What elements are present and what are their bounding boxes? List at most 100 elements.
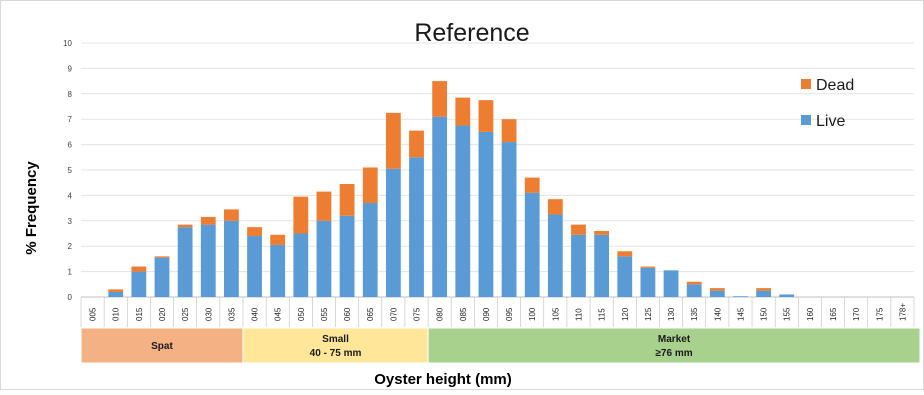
x-tick-label: 105 [551, 307, 560, 321]
bar-dead-070 [385, 112, 401, 169]
chart-title: Reference [414, 19, 529, 47]
x-tick-label: 140 [713, 307, 722, 321]
bar-dead-035 [223, 209, 239, 221]
bar-live-010 [108, 291, 124, 297]
legend: Dead Live [801, 77, 854, 130]
x-axis-label: Oyster height (mm) [374, 371, 512, 388]
x-tick-label: 130 [667, 307, 676, 321]
x-tick-label: 175 [875, 307, 884, 321]
bar-dead-025 [177, 224, 193, 228]
y-tick-label: 10 [63, 39, 72, 48]
x-tick-label: 010 [112, 307, 121, 321]
size-class-market-range: ≥76 mm [655, 348, 692, 359]
y-tick-label: 8 [68, 90, 73, 99]
bar-live-060 [339, 215, 355, 297]
bar-dead-095 [501, 119, 517, 143]
bar-live-115 [594, 234, 610, 297]
x-tick-label: 080 [436, 307, 445, 321]
bar-dead-120 [617, 251, 633, 257]
bar-live-050 [293, 233, 309, 297]
bar-dead-045 [270, 234, 286, 245]
bar-live-150 [756, 290, 772, 297]
x-tick-label: 020 [158, 307, 167, 321]
x-tick-label: 095 [505, 307, 514, 321]
size-class-market-name: Market [658, 334, 691, 345]
x-tick-label: 040 [251, 307, 260, 321]
legend-swatch-live [801, 115, 811, 125]
x-tick-label: 005 [89, 307, 98, 321]
x-tick-label: 075 [413, 307, 422, 321]
x-tick-label: 120 [621, 307, 630, 321]
bar-dead-080 [432, 81, 448, 117]
bar-dead-075 [409, 130, 424, 158]
bar-live-135 [686, 284, 702, 297]
x-tick-label: 035 [227, 307, 236, 321]
bar-dead-135 [686, 281, 702, 285]
bar-live-155 [779, 294, 795, 297]
size-class-small-band [242, 327, 429, 364]
x-tick-label: 055 [320, 307, 329, 321]
x-tick-label: 125 [644, 307, 653, 321]
y-tick-label: 7 [68, 115, 73, 124]
x-tick-label: 030 [204, 307, 213, 321]
bar-live-040 [247, 236, 262, 297]
legend-label-live: Live [816, 113, 845, 130]
legend-label-dead: Dead [816, 77, 854, 94]
x-tick-label: 045 [274, 307, 283, 321]
bars-layer [108, 81, 795, 297]
x-tick-label: 170 [852, 307, 861, 321]
bar-live-095 [501, 142, 517, 297]
bar-dead-140 [709, 288, 725, 291]
bar-live-075 [409, 157, 424, 297]
x-tick-label: 145 [736, 307, 745, 321]
x-tick-label: 065 [366, 307, 375, 321]
bar-dead-085 [455, 97, 471, 126]
x-tick-label: 160 [806, 307, 815, 321]
bar-live-020 [154, 257, 170, 297]
x-tick-label: 150 [760, 307, 769, 321]
bar-live-105 [547, 214, 563, 297]
x-tick-label: 090 [482, 307, 491, 321]
bar-dead-015 [131, 266, 147, 272]
y-tick-label: 3 [68, 217, 73, 226]
bar-live-145 [733, 296, 748, 297]
bar-dead-010 [108, 289, 124, 292]
x-tick-label: 135 [690, 307, 699, 321]
bar-dead-090 [478, 100, 494, 132]
x-tick-label: 025 [181, 307, 190, 321]
bar-dead-125 [640, 266, 656, 268]
bar-dead-050 [293, 196, 309, 234]
size-class-spat-band [80, 327, 244, 364]
bar-live-130 [663, 270, 679, 297]
bar-live-035 [223, 220, 239, 297]
x-tick-label: 110 [574, 308, 583, 321]
bar-dead-030 [200, 216, 216, 225]
x-tick-label: 085 [459, 307, 468, 321]
bar-dead-105 [547, 199, 563, 215]
size-class-small-range: 40 - 75 mm [310, 348, 362, 359]
y-tick-label: 4 [68, 191, 73, 200]
x-tick-label: 165 [829, 307, 838, 321]
x-tick-label: 070 [389, 307, 398, 321]
x-tick-label: 050 [297, 307, 306, 321]
y-axis-label: % Frequency [23, 161, 40, 255]
bar-dead-150 [756, 288, 772, 291]
y-tick-label: 9 [68, 64, 73, 73]
bar-dead-065 [362, 167, 378, 204]
bar-live-120 [617, 256, 633, 297]
bar-live-070 [385, 168, 401, 297]
bar-live-030 [200, 224, 216, 297]
bar-dead-060 [339, 183, 355, 216]
y-tick-label: 2 [68, 242, 73, 251]
size-class-market-band [427, 327, 921, 364]
bar-live-110 [571, 234, 586, 297]
bar-dead-100 [524, 177, 540, 193]
y-tick-label: 1 [68, 268, 73, 277]
bar-dead-020 [154, 256, 170, 258]
bar-dead-110 [571, 224, 586, 235]
bar-live-100 [524, 192, 540, 297]
bar-live-140 [709, 290, 725, 297]
